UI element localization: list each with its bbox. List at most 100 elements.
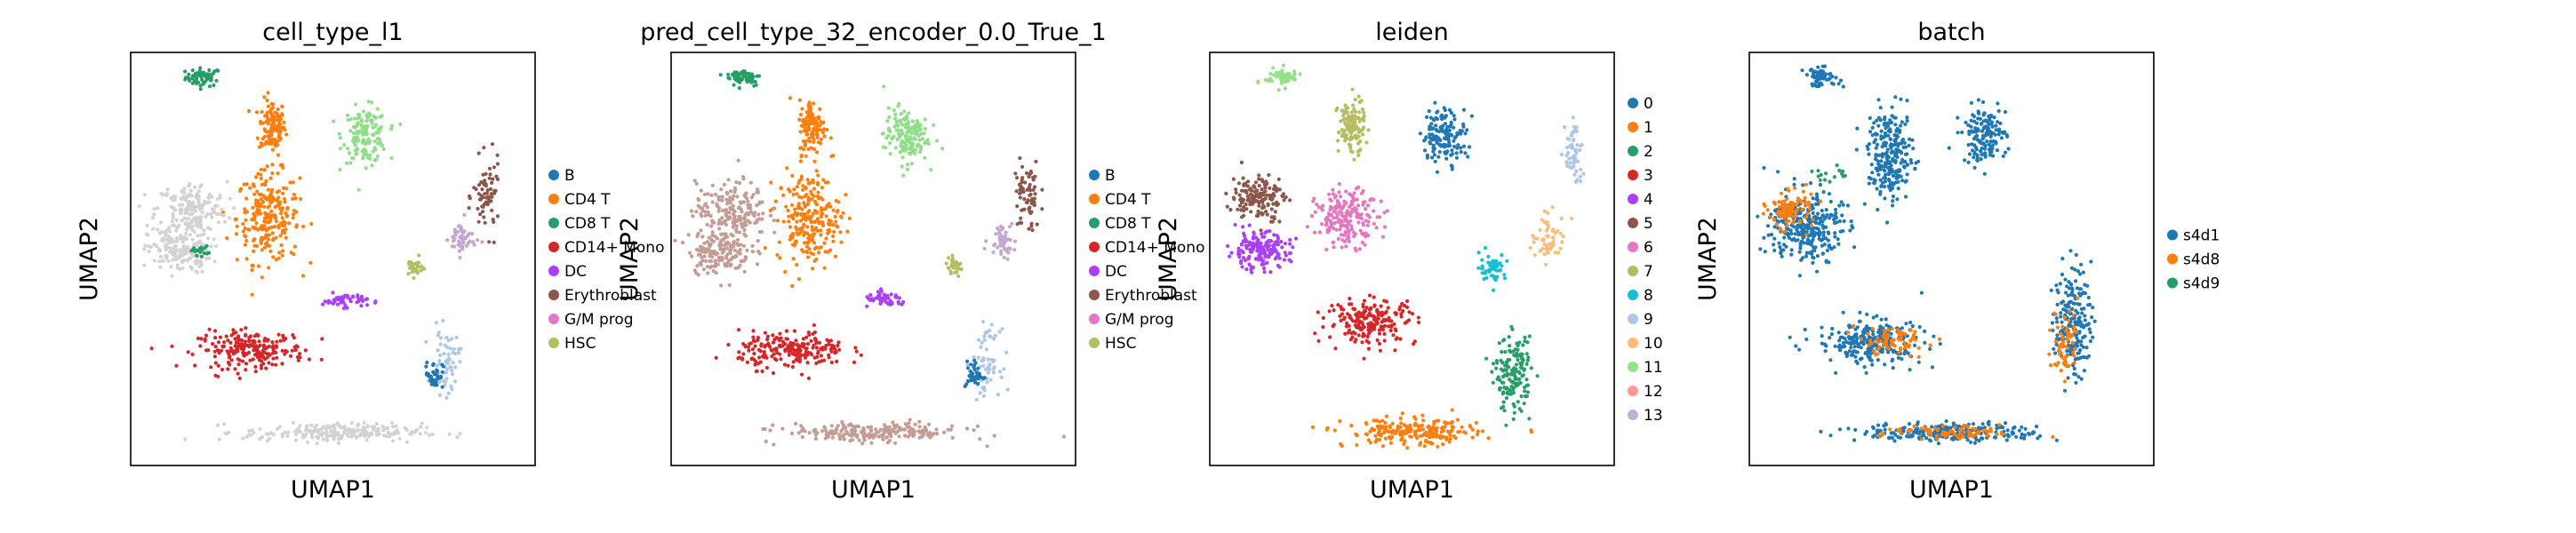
scatter-point: [189, 208, 194, 212]
scatter-point: [802, 241, 807, 245]
scatter-point: [790, 431, 795, 436]
scatter-point: [749, 80, 754, 84]
scatter-point: [806, 255, 811, 259]
scatter-point: [756, 338, 760, 342]
scatter-point: [188, 78, 192, 83]
scatter-point: [706, 205, 710, 210]
scatter-point: [935, 139, 940, 143]
scatter-point: [1431, 126, 1436, 131]
scatter-point: [343, 303, 348, 307]
scatter-point: [457, 249, 462, 253]
scatter-point: [799, 195, 804, 200]
scatter-point: [1332, 428, 1337, 433]
scatter-point: [1348, 328, 1352, 332]
scatter-point: [1348, 116, 1354, 121]
scatter-point: [972, 363, 977, 368]
scatter-point: [994, 232, 998, 236]
scatter-point: [386, 426, 390, 430]
scatter-point: [266, 187, 270, 192]
scatter-point: [1512, 410, 1516, 415]
scatter-point: [180, 253, 185, 258]
scatter-point: [805, 225, 810, 229]
scatter-point: [142, 193, 147, 197]
scatter-point: [700, 247, 704, 251]
scatter-point: [816, 140, 821, 145]
scatter-point: [157, 259, 162, 264]
scatter-point: [170, 219, 174, 224]
scatter-point: [1022, 196, 1027, 202]
scatter-point: [756, 212, 761, 217]
scatter-point: [1338, 419, 1342, 424]
scatter-point: [831, 429, 836, 434]
scatter-point: [1498, 378, 1502, 382]
scatter-point: [1232, 197, 1236, 202]
scatter-point: [886, 426, 891, 430]
scatter-point: [1237, 255, 1242, 259]
scatter-point: [1279, 240, 1284, 244]
scatter-point: [707, 235, 712, 240]
scatter-point: [1354, 133, 1358, 138]
scatter-point: [1420, 427, 1425, 432]
scatter-point: [195, 242, 199, 246]
scatter-point: [736, 238, 740, 243]
scatter-point: [902, 109, 907, 114]
scatter-point: [859, 353, 863, 357]
scatter-point: [1252, 194, 1257, 199]
scatter-point: [964, 382, 969, 386]
scatter-point: [1339, 305, 1343, 309]
scatter-point: [702, 254, 707, 259]
scatter-point: [375, 433, 380, 437]
scatter-point: [724, 264, 729, 268]
scatter-point: [207, 200, 212, 204]
scatter-point: [749, 195, 755, 200]
scatter-point: [188, 188, 193, 193]
axes-frame: [670, 52, 1076, 466]
scatter-point: [798, 159, 803, 163]
scatter-point: [907, 421, 911, 426]
scatter-point: [1353, 339, 1357, 344]
scatter-point: [753, 362, 757, 367]
scatter-point: [284, 235, 288, 240]
scatter-point: [791, 360, 796, 364]
scatter-point: [897, 426, 902, 430]
legend-marker: [1089, 170, 1100, 180]
scatter-point: [1351, 103, 1356, 107]
scatter-point: [485, 187, 490, 193]
scatter-point: [725, 192, 730, 196]
scatter-point: [272, 224, 277, 229]
scatter-point: [1436, 434, 1440, 439]
scatter-point: [822, 127, 827, 131]
scatter-point: [980, 320, 986, 324]
scatter-point: [1384, 428, 1388, 434]
scatter-point: [1460, 425, 1464, 429]
scatter-point: [790, 203, 795, 207]
scatter-point: [917, 128, 923, 132]
scatter-point: [1259, 241, 1263, 245]
scatter-point: [216, 220, 220, 225]
scatter-point: [1261, 197, 1266, 202]
scatter-point: [490, 180, 494, 185]
scatter-cluster-2: [788, 96, 834, 163]
legend-label: HSC: [1105, 335, 1136, 353]
scatter-point: [1572, 164, 1576, 169]
scatter-point: [1493, 278, 1498, 282]
scatter-point: [773, 199, 779, 203]
scatter-point: [1556, 251, 1561, 255]
scatter-point: [1437, 149, 1442, 155]
scatter-point: [980, 358, 984, 363]
scatter-point: [805, 178, 810, 182]
scatter-point: [1529, 430, 1534, 434]
scatter-point: [996, 245, 1000, 250]
scatter-point: [1246, 256, 1251, 260]
scatter-point: [239, 328, 244, 332]
scatter-point: [185, 211, 189, 215]
scatter-point: [281, 165, 285, 170]
scatter-point: [748, 206, 753, 211]
scatter-point: [1381, 312, 1386, 316]
scatter-point: [761, 211, 765, 216]
scatter-point: [221, 422, 227, 426]
scatter-point: [1344, 189, 1348, 194]
scatter-point: [754, 369, 759, 374]
scatter-point: [1255, 192, 1260, 196]
